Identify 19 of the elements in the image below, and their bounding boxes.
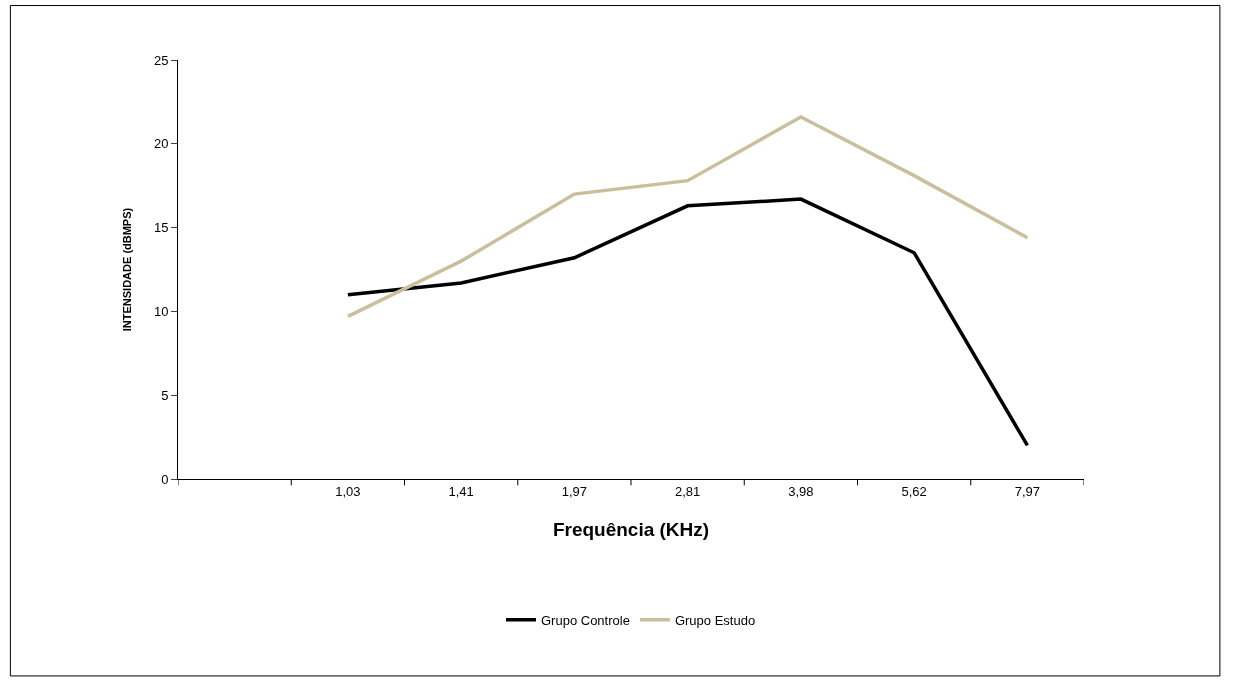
y-tick-label: 20 — [153, 136, 169, 152]
legend-label: Grupo Estudo — [674, 612, 756, 628]
legend-label: Grupo Controle — [541, 612, 630, 628]
x-tick-label: 1,97 — [561, 483, 588, 499]
x-tick-label: 3,98 — [788, 483, 814, 499]
x-axis-title: Frequência (KHz) — [552, 519, 710, 541]
y-tick-label: 25 — [153, 52, 169, 68]
y-axis-title: INTENSIDADE (dBMPS) — [120, 207, 133, 332]
x-tick-label: 1,41 — [448, 483, 474, 499]
y-tick-label: 15 — [153, 220, 169, 236]
y-tick-label: 10 — [153, 303, 169, 319]
x-tick-label: 2,81 — [674, 483, 701, 499]
line-series — [346, 115, 1030, 319]
y-tick-label: 0 — [161, 471, 169, 487]
line-series — [346, 197, 1030, 448]
x-tick-label: 5,62 — [901, 483, 927, 499]
y-tick-label: 5 — [161, 387, 169, 403]
x-tick-label: 1,03 — [335, 483, 361, 499]
x-tick-label: 7,97 — [1014, 483, 1041, 499]
